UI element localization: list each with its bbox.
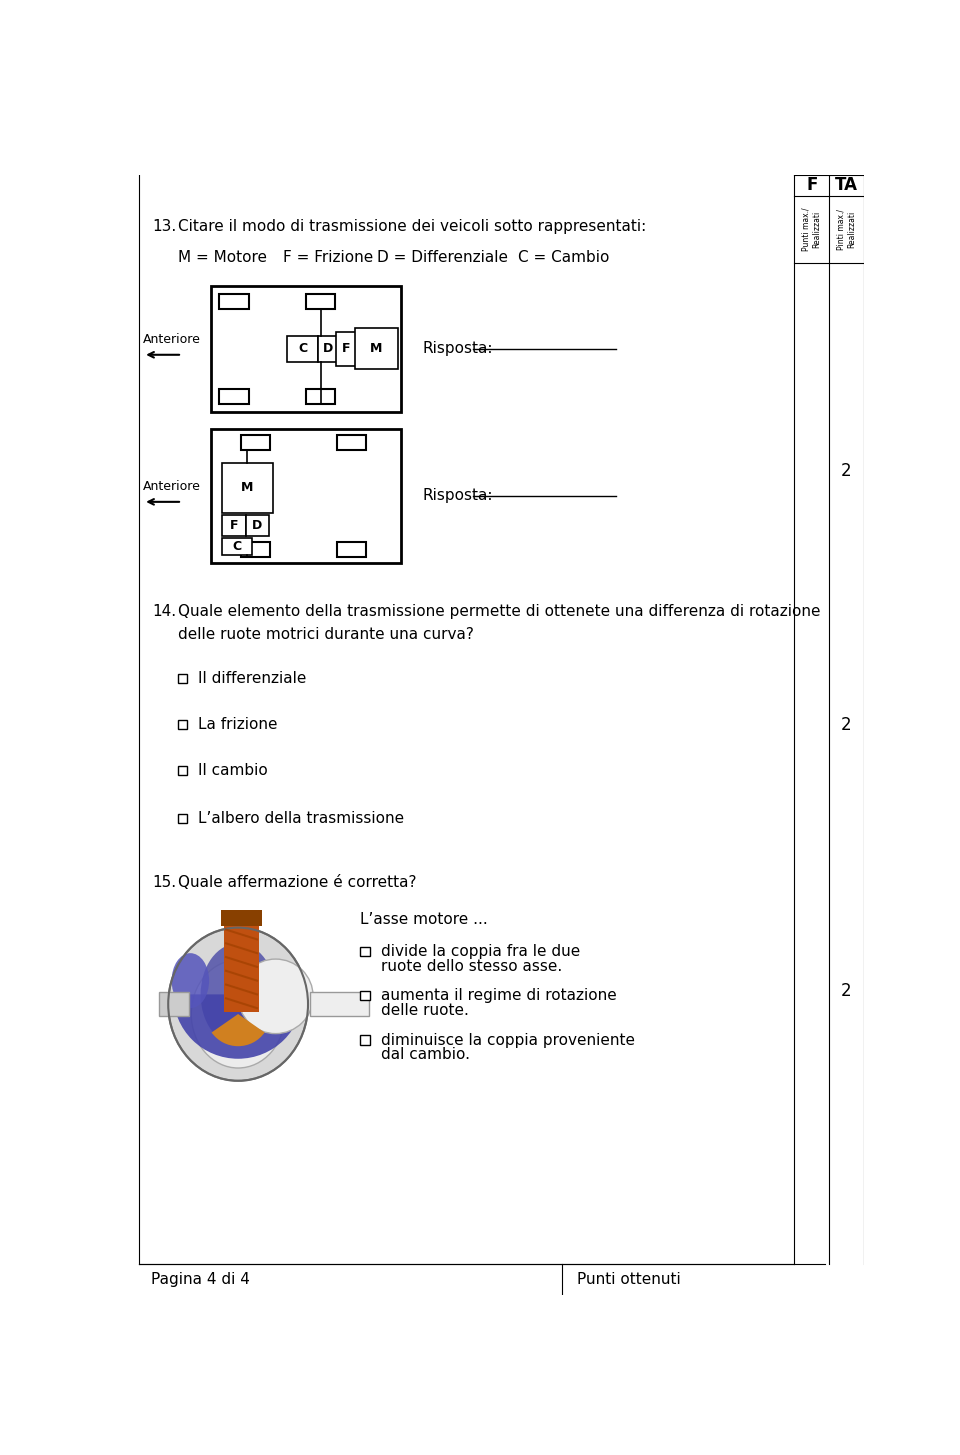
Text: 2: 2 xyxy=(841,716,852,735)
Bar xyxy=(179,813,187,824)
Text: Risposta:: Risposta: xyxy=(422,489,492,503)
Text: F = Frizione: F = Frizione xyxy=(283,250,373,265)
Ellipse shape xyxy=(168,928,308,1081)
Text: D: D xyxy=(324,342,334,355)
Bar xyxy=(179,674,187,682)
Bar xyxy=(225,909,258,1013)
Ellipse shape xyxy=(201,943,276,1046)
Text: F: F xyxy=(229,519,238,533)
Text: Quale affermazione é corretta?: Quale affermazione é corretta? xyxy=(179,876,417,890)
Bar xyxy=(360,991,370,1000)
Bar xyxy=(310,992,370,1016)
Text: aumenta il regime di rotazione: aumenta il regime di rotazione xyxy=(381,988,617,1002)
Text: La frizione: La frizione xyxy=(198,717,277,732)
Text: 14.: 14. xyxy=(153,604,177,620)
Text: C: C xyxy=(299,342,307,355)
Text: delle ruote.: delle ruote. xyxy=(381,1002,469,1017)
Bar xyxy=(179,765,187,776)
Bar xyxy=(223,515,246,537)
Text: Pagina 4 di 4: Pagina 4 di 4 xyxy=(151,1272,250,1288)
Bar xyxy=(241,435,271,450)
Bar xyxy=(336,332,356,365)
Bar xyxy=(360,947,370,956)
Text: L’albero della trasmissione: L’albero della trasmissione xyxy=(198,810,403,826)
Bar xyxy=(306,294,335,310)
Bar xyxy=(211,429,400,563)
Text: Il differenziale: Il differenziale xyxy=(198,671,306,685)
Bar xyxy=(306,388,335,404)
Wedge shape xyxy=(174,994,303,1059)
Bar xyxy=(219,294,249,310)
Text: dal cambio.: dal cambio. xyxy=(381,1048,470,1062)
Text: Citare il modo di trasmissione dei veicoli sotto rappresentati:: Citare il modo di trasmissione dei veico… xyxy=(179,220,646,234)
Bar xyxy=(355,327,398,370)
Text: D: D xyxy=(252,519,262,533)
Ellipse shape xyxy=(191,960,285,1068)
Text: delle ruote motrici durante una curva?: delle ruote motrici durante una curva? xyxy=(179,627,474,642)
Bar xyxy=(179,720,187,729)
Text: divide la coppia fra le due: divide la coppia fra le due xyxy=(381,944,581,959)
Text: L’asse motore ...: L’asse motore ... xyxy=(360,912,488,927)
Text: Il cambio: Il cambio xyxy=(198,762,267,778)
Text: diminuisce la coppia proveniente: diminuisce la coppia proveniente xyxy=(381,1033,636,1048)
Text: M: M xyxy=(241,482,253,495)
Text: 2: 2 xyxy=(841,982,852,1000)
Bar xyxy=(287,336,319,362)
Text: Anteriore: Anteriore xyxy=(143,333,202,346)
Text: Quale elemento della trasmissione permette di ottenete una differenza di rotazio: Quale elemento della trasmissione permet… xyxy=(179,604,821,620)
Text: 2: 2 xyxy=(841,463,852,480)
Text: 13.: 13. xyxy=(153,220,177,234)
Wedge shape xyxy=(211,1014,265,1046)
Bar xyxy=(337,435,367,450)
Text: 15.: 15. xyxy=(153,876,177,890)
Bar xyxy=(219,388,249,404)
Bar xyxy=(360,1036,370,1045)
Bar xyxy=(246,515,269,537)
Circle shape xyxy=(238,959,313,1033)
Bar xyxy=(337,541,367,557)
Text: Risposta:: Risposta: xyxy=(422,340,492,356)
Text: M = Motore: M = Motore xyxy=(179,250,267,265)
Text: Punti max./
Realizzati: Punti max./ Realizzati xyxy=(802,208,822,252)
Text: C = Cambio: C = Cambio xyxy=(517,250,609,265)
Text: C: C xyxy=(232,540,242,553)
Text: F: F xyxy=(806,176,817,195)
Text: Anteriore: Anteriore xyxy=(143,480,202,493)
Bar xyxy=(223,538,252,554)
Bar xyxy=(158,992,189,1016)
Text: D = Differenziale: D = Differenziale xyxy=(377,250,508,265)
Bar xyxy=(211,287,400,412)
Bar xyxy=(221,909,262,925)
Bar xyxy=(319,336,339,362)
Text: ruote dello stesso asse.: ruote dello stesso asse. xyxy=(381,959,563,973)
Bar xyxy=(241,541,271,557)
Text: M: M xyxy=(371,342,383,355)
Text: Punti ottenuti: Punti ottenuti xyxy=(577,1272,681,1288)
Bar xyxy=(223,463,273,514)
Ellipse shape xyxy=(172,953,209,1008)
Text: F: F xyxy=(342,342,350,355)
Text: Pinti max./
Realizzati: Pinti max./ Realizzati xyxy=(837,208,856,250)
Text: TA: TA xyxy=(835,176,858,195)
